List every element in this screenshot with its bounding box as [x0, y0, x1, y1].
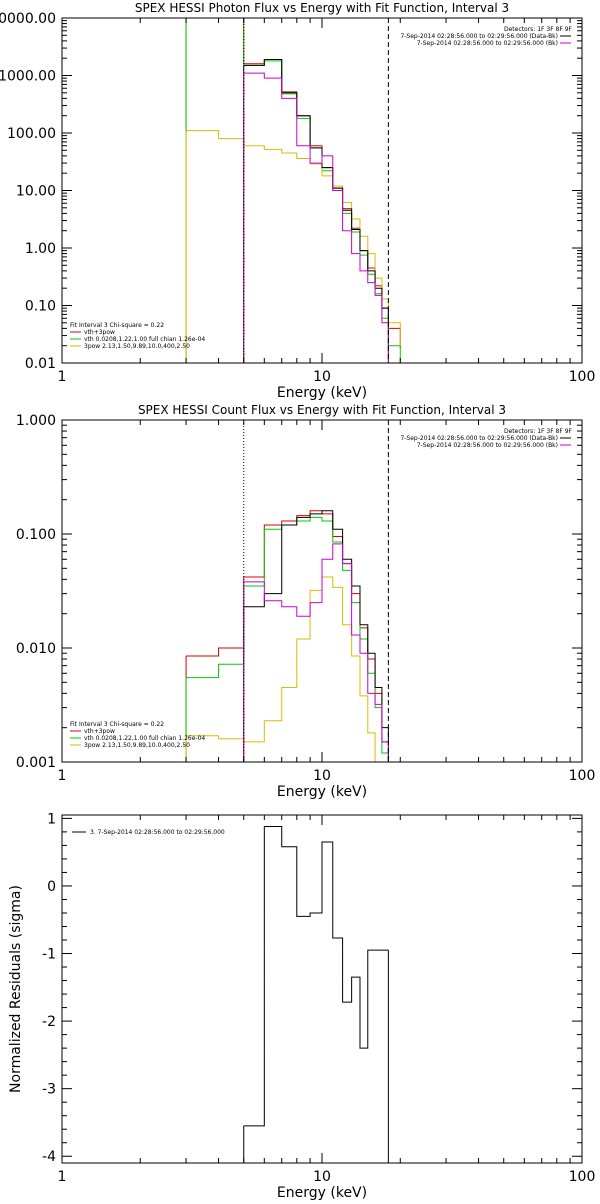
- series-line-bk: [243, 543, 389, 743]
- legend-bottom-left: Fit Interval 3 Chi-square = 0.22vth+3pow…: [70, 322, 205, 350]
- y-tick-label: 0000.00: [0, 11, 56, 27]
- x-axis-label: Energy (keV): [277, 385, 367, 401]
- x-tick-label: 10: [313, 369, 331, 385]
- legend: 3. 7-Sep-2014 02:28:56.000 to 02:29:56.0…: [72, 829, 225, 836]
- series-group: [243, 825, 389, 1163]
- legend-entry: 7-Sep-2014 02:28:56.000 to 02:29:56.000 …: [417, 40, 558, 47]
- x-tick-label: 1: [58, 1169, 67, 1185]
- y-tick-label: 0.100: [16, 527, 56, 543]
- y-tick-label: 1: [47, 811, 56, 827]
- legend-entry: vth 0.0208,1.22,1.00 full chian 1.26e-04: [84, 735, 205, 742]
- legend-bottom-left: Fit Interval 3 Chi-square = 0.22vth+3pow…: [70, 721, 205, 749]
- legend-entry: Fit Interval 3 Chi-square = 0.22: [70, 721, 164, 728]
- y-tick-label: 0: [47, 879, 56, 895]
- series-group: [185, 510, 389, 762]
- legend-entry: 7-Sep-2014 02:28:56.000 to 02:29:56.000 …: [417, 442, 558, 449]
- y-axis-label: Normalized Residuals (sigma): [8, 885, 24, 1093]
- legend-entry: 7-Sep-2014 02:28:56.000 to 02:29:56.000 …: [400, 435, 558, 442]
- y-tick-label: 0.001: [16, 755, 56, 771]
- y-tick-label: 10.00: [16, 184, 56, 200]
- x-tick-label: 10: [313, 1169, 331, 1185]
- series-line-bk: [243, 72, 389, 324]
- legend-entry: vth+3pow: [84, 728, 115, 735]
- series-line-3pow: [186, 576, 376, 762]
- chart-panel-1: SPEX HESSI Photon Flux vs Energy with Fi…: [0, 1, 596, 401]
- x-axis-label: Energy (keV): [277, 1185, 367, 1200]
- legend-top-right: Detectors: 1F 3F 8F 9F7-Sep-2014 02:28:5…: [400, 428, 572, 449]
- x-tick-label: 1: [58, 768, 67, 784]
- y-tick-label: -2: [42, 1014, 56, 1030]
- chart-panel-3: 1 10 100 -4 -3 -2 -1 0 1 Energy (keV) Normalized R…: [8, 811, 596, 1201]
- legend-entry: 3. 7-Sep-2014 02:28:56.000 to 02:29:56.0…: [90, 829, 225, 836]
- legend-entry: 7-Sep-2014 02:28:56.000 to 02:29:56.000 …: [400, 33, 558, 40]
- x-tick-label: 10: [313, 768, 331, 784]
- chart-panel-2: SPEX HESSI Count Flux vs Energy with Fit…: [16, 403, 596, 800]
- y-tick-label: -1: [42, 947, 56, 963]
- legend-entry: Detectors: 1F 3F 8F 9F: [504, 26, 573, 33]
- y-tick-label: 1.000: [16, 413, 56, 429]
- series-line-data-bk: [243, 510, 389, 729]
- legend-entry: 3pow 2.13,1.50,9.89,10.0,400,2.50: [84, 742, 190, 749]
- y-tick-label: -4: [42, 1149, 56, 1165]
- legend-top-right: Detectors: 1F 3F 8F 9F7-Sep-2014 02:28:5…: [400, 26, 572, 47]
- chart-title: SPEX HESSI Count Flux vs Energy with Fit…: [138, 403, 506, 417]
- y-tick-label: 100.00: [7, 126, 56, 142]
- x-tick-label: 100: [569, 369, 596, 385]
- y-tick-label: 0.10: [25, 299, 56, 315]
- legend-entry: Detectors: 1F 3F 8F 9F: [504, 428, 573, 435]
- series-line-data-bk: [243, 58, 389, 309]
- legend-entry: vth 0.0208,1.22,1.00 full chian 1.26e-04: [84, 336, 205, 343]
- y-tick-label: 1000.00: [0, 69, 56, 85]
- series-group: [185, 18, 401, 363]
- legend-entry: vth+3pow: [84, 329, 115, 336]
- y-tick-label: 1.00: [25, 241, 56, 257]
- legend-entry: Fit Interval 3 Chi-square = 0.22: [70, 322, 164, 329]
- chart-title: SPEX HESSI Photon Flux vs Energy with Fi…: [135, 1, 509, 15]
- x-tick-label: 1: [58, 369, 67, 385]
- x-axis-label: Energy (keV): [277, 784, 367, 800]
- y-tick-label: -3: [42, 1082, 56, 1098]
- y-tick-label: 0.01: [25, 356, 56, 372]
- x-tick-label: 100: [569, 1169, 596, 1185]
- x-tick-label: 100: [569, 768, 596, 784]
- series-line-3-7-sep-2014-02-28-56-000-to-02-29-56-000: [243, 825, 389, 1127]
- y-tick-label: 0.010: [16, 641, 56, 657]
- legend-entry: 3pow 2.13,1.50,9.89,10.0,400,2.50: [84, 343, 190, 350]
